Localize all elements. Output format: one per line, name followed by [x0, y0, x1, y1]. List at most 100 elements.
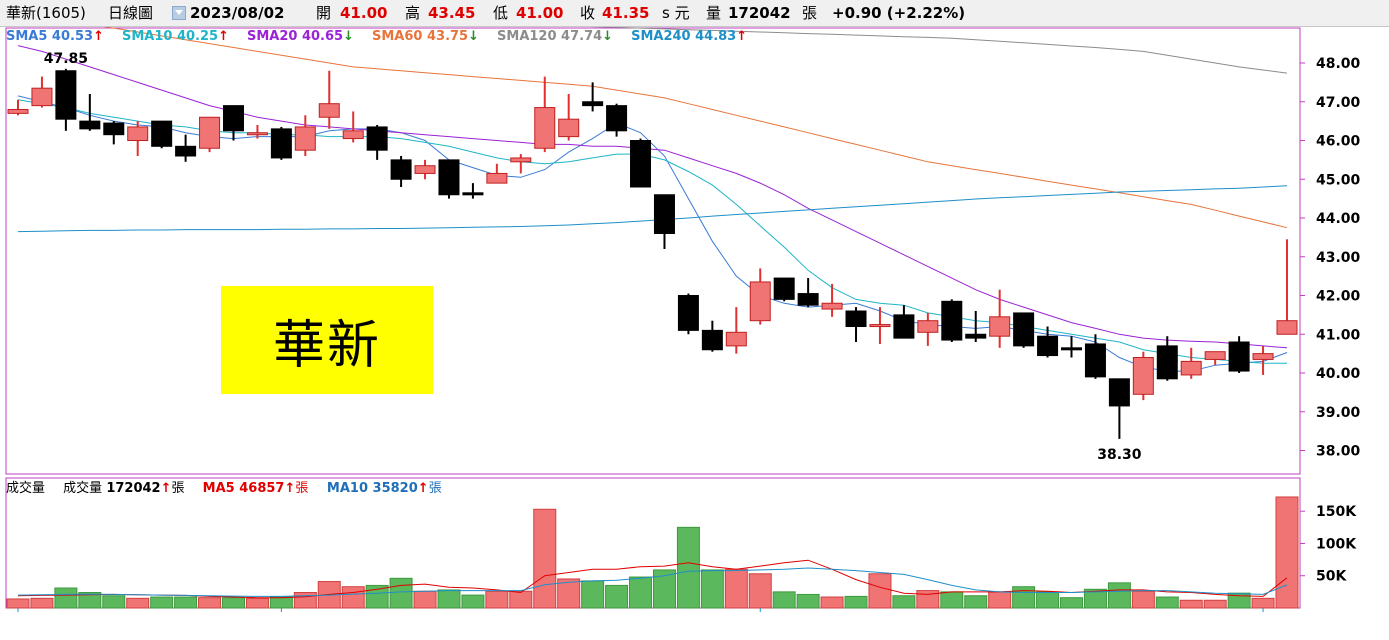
low-value: 41.00 — [516, 4, 564, 22]
volume-bar — [988, 591, 1012, 609]
sma-legend-item: SMA20 40.65↓ — [246, 29, 354, 44]
price-change: +0.90 (+2.22%) — [832, 4, 966, 22]
candle-body — [773, 277, 795, 300]
price-tick-label: 38.00 — [1316, 444, 1361, 460]
price-tick-label: 39.00 — [1316, 405, 1361, 421]
candle-body — [1037, 335, 1059, 357]
volume-bar — [629, 576, 653, 609]
volume-bar — [605, 584, 629, 609]
candle-body — [1108, 378, 1130, 407]
volume-bar — [341, 586, 365, 609]
volume-bar — [413, 590, 437, 609]
volume-bar — [245, 597, 269, 609]
candle-body — [55, 70, 77, 120]
chart-type-dropdown-icon[interactable] — [172, 0, 186, 26]
volume-bar — [700, 569, 724, 609]
candle-body — [510, 157, 532, 163]
volume-bar — [1155, 596, 1179, 609]
candle-body — [797, 293, 819, 306]
volume-legend-ma5: MA5 46857↑張 — [202, 481, 309, 496]
volume-bar — [1131, 590, 1155, 609]
price-tick-label: 43.00 — [1316, 250, 1361, 266]
open-value: 41.00 — [340, 4, 388, 22]
stock-name: 華新(1605) — [6, 4, 86, 22]
sma-line-sma60 — [103, 27, 1288, 229]
volume-tick-label: 150K — [1316, 504, 1357, 520]
candle-body — [917, 320, 939, 333]
chart-type-label[interactable]: 日線圖 — [108, 4, 154, 22]
candle-body — [103, 122, 125, 136]
candle-body — [845, 310, 867, 327]
candle-body — [294, 126, 316, 151]
volume-bar — [30, 597, 54, 609]
volume-bar — [964, 595, 988, 609]
volume-bar — [126, 597, 150, 609]
candle-body — [869, 324, 891, 328]
candle-body — [151, 120, 173, 147]
sma-line-sma10 — [17, 99, 1287, 364]
volume-bar — [557, 578, 581, 609]
volume-bar — [485, 590, 509, 609]
volume-legend-vol: 成交量 172042↑張 — [63, 481, 185, 496]
price-tick-label: 42.00 — [1316, 289, 1361, 305]
sma-line-sma120 — [589, 27, 1288, 74]
volume-bar — [437, 589, 461, 609]
price-tick-label: 45.00 — [1316, 172, 1361, 188]
sma-line-sma5 — [17, 95, 1288, 372]
candle-body — [1228, 341, 1250, 372]
volume-bar — [509, 590, 533, 609]
unit-label: s 元 — [662, 4, 690, 22]
volume-bar — [1107, 582, 1131, 609]
volume-tick-label: 100K — [1316, 536, 1357, 552]
price-tick-label: 46.00 — [1316, 134, 1361, 150]
price-tick-label: 48.00 — [1316, 56, 1361, 72]
candle-body — [534, 107, 556, 149]
volume-bar — [652, 569, 676, 609]
stock-chart[interactable]: 48.00 47.00 46.00 45.00 44.00 43.00 42.00 41.00… — [0, 27, 1389, 612]
candle-body — [989, 316, 1011, 337]
volume-bar — [1203, 599, 1227, 609]
candle-body — [1156, 345, 1178, 380]
volume-bar — [796, 593, 820, 609]
candle-body — [941, 300, 963, 341]
candle-body — [1204, 351, 1226, 360]
candle-body — [965, 333, 987, 339]
volume-bar — [1012, 586, 1036, 609]
candle-body — [127, 126, 149, 141]
candle-body — [246, 132, 268, 136]
candle-body — [199, 116, 221, 149]
candle-body — [486, 172, 508, 184]
volume-unit: 張 — [802, 4, 818, 22]
candle-body — [725, 331, 747, 347]
volume-panel-title: 成交量 — [6, 481, 46, 496]
price-annotation: 47.85 — [44, 51, 88, 67]
candle-body — [1013, 312, 1035, 347]
candle-body — [342, 130, 364, 140]
volume-bar — [1227, 592, 1251, 609]
volume-bar — [1275, 496, 1299, 609]
stock-name-label-box: 華新 — [221, 286, 433, 394]
candle-body — [821, 302, 843, 310]
volume-bar — [102, 595, 126, 609]
volume-bar — [54, 587, 78, 609]
sma-legend-item: SMA120 47.74↓ — [497, 29, 614, 44]
volume-legend: 成交量 成交量 172042↑張 MA5 46857↑張 MA10 35820↑… — [6, 480, 456, 497]
price-panel-frame — [5, 27, 1301, 475]
candle-body — [606, 105, 628, 132]
candle-body — [79, 120, 101, 130]
candle-body — [7, 109, 29, 114]
volume-bar — [150, 596, 174, 609]
price-tick-label: 40.00 — [1316, 366, 1361, 382]
high-label: 高 — [405, 4, 421, 22]
close-label: 收 — [580, 4, 596, 22]
volume-bar — [293, 592, 317, 609]
volume-legend-ma10: MA10 35820↑張 — [326, 481, 442, 496]
candle-body — [462, 192, 484, 196]
candle-body — [1132, 357, 1154, 395]
volume-bar — [820, 596, 844, 609]
candle-body — [677, 295, 699, 331]
candle-body — [31, 87, 53, 107]
candle-body — [438, 159, 460, 196]
candle-body — [318, 103, 340, 118]
volume-bar — [868, 573, 892, 609]
